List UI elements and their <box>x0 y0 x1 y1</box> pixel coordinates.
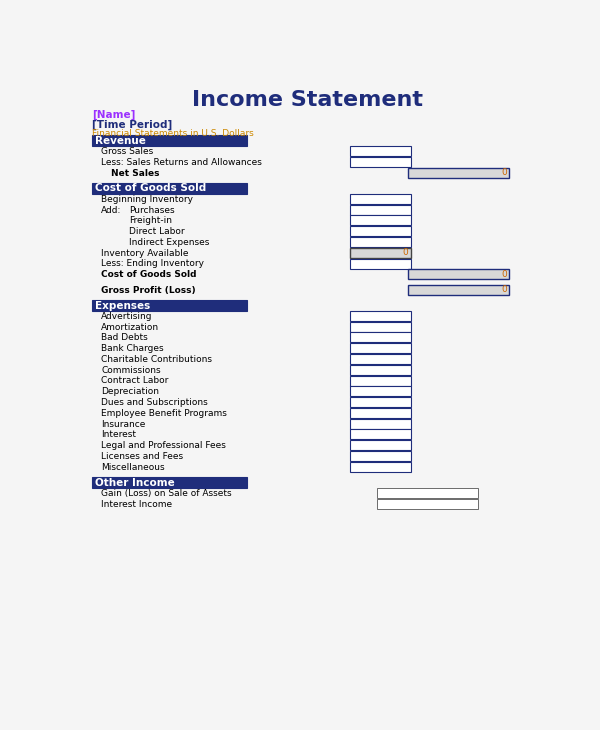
Text: 0: 0 <box>501 168 506 177</box>
Bar <box>350 258 410 269</box>
Bar <box>92 477 247 488</box>
Text: Financial Statements in U.S. Dollars: Financial Statements in U.S. Dollars <box>92 128 254 137</box>
Bar <box>350 375 410 385</box>
Bar <box>350 343 410 353</box>
Text: Income Statement: Income Statement <box>192 90 423 110</box>
Text: Advertising: Advertising <box>101 312 153 320</box>
Bar <box>350 419 410 429</box>
Bar <box>408 269 509 280</box>
Bar <box>350 451 410 461</box>
Bar <box>92 135 247 146</box>
Text: Bank Charges: Bank Charges <box>101 344 164 353</box>
Bar <box>350 365 410 374</box>
Bar <box>350 194 410 204</box>
Text: Beginning Inventory: Beginning Inventory <box>101 195 193 204</box>
Bar <box>350 226 410 237</box>
Text: 0: 0 <box>403 248 408 257</box>
Bar <box>350 386 410 396</box>
Bar <box>350 237 410 247</box>
Bar <box>408 168 509 177</box>
Bar <box>408 285 509 295</box>
Bar <box>350 408 410 418</box>
Text: Licenses and Fees: Licenses and Fees <box>101 452 184 461</box>
Text: Legal and Professional Fees: Legal and Professional Fees <box>101 441 226 450</box>
Bar <box>377 499 478 509</box>
Bar <box>92 183 247 194</box>
Bar <box>350 146 410 156</box>
Bar <box>350 332 410 342</box>
Bar <box>350 157 410 167</box>
Text: Cost of Goods Sold: Cost of Goods Sold <box>95 183 206 193</box>
Text: Purchases: Purchases <box>129 206 175 215</box>
Text: [Time Period]: [Time Period] <box>92 120 172 130</box>
Text: Less: Sales Returns and Allowances: Less: Sales Returns and Allowances <box>101 158 262 166</box>
Text: Dues and Subscriptions: Dues and Subscriptions <box>101 398 208 407</box>
Bar <box>350 322 410 331</box>
Bar <box>350 247 410 258</box>
Text: Inventory Available: Inventory Available <box>101 249 189 258</box>
Text: Cost of Goods Sold: Cost of Goods Sold <box>101 270 197 279</box>
Bar <box>350 429 410 439</box>
Text: 0: 0 <box>501 285 506 294</box>
Bar <box>350 204 410 215</box>
Bar <box>350 354 410 364</box>
Bar <box>350 215 410 226</box>
Text: Bad Debts: Bad Debts <box>101 334 148 342</box>
Bar <box>377 488 478 498</box>
Text: Revenue: Revenue <box>95 136 146 146</box>
Text: Gross Profit (Loss): Gross Profit (Loss) <box>101 285 196 295</box>
Text: Insurance: Insurance <box>101 420 146 429</box>
Text: Indirect Expenses: Indirect Expenses <box>129 238 209 247</box>
Text: Less: Ending Inventory: Less: Ending Inventory <box>101 259 205 269</box>
Text: Commissions: Commissions <box>101 366 161 374</box>
Text: Gain (Loss) on Sale of Assets: Gain (Loss) on Sale of Assets <box>101 489 232 498</box>
Bar <box>350 397 410 407</box>
Text: Expenses: Expenses <box>95 301 151 310</box>
Bar <box>350 311 410 321</box>
Bar <box>92 300 247 311</box>
Text: Gross Sales: Gross Sales <box>101 147 154 156</box>
Text: 0: 0 <box>501 270 506 279</box>
Text: Add:: Add: <box>101 206 122 215</box>
Text: Other Income: Other Income <box>95 477 175 488</box>
Text: Employee Benefit Programs: Employee Benefit Programs <box>101 409 227 418</box>
Text: Depreciation: Depreciation <box>101 387 160 396</box>
Text: [Name]: [Name] <box>92 110 136 120</box>
Text: Freight-in: Freight-in <box>129 216 172 226</box>
Text: Direct Labor: Direct Labor <box>129 227 185 236</box>
Text: Charitable Contributions: Charitable Contributions <box>101 355 212 364</box>
Text: Amortization: Amortization <box>101 323 160 331</box>
Text: Interest: Interest <box>101 431 136 439</box>
Text: Miscellaneous: Miscellaneous <box>101 463 165 472</box>
Bar <box>350 440 410 450</box>
Text: Interest Income: Interest Income <box>101 499 172 509</box>
Text: Contract Labor: Contract Labor <box>101 377 169 385</box>
Text: Net Sales: Net Sales <box>110 169 159 177</box>
Bar <box>350 462 410 472</box>
